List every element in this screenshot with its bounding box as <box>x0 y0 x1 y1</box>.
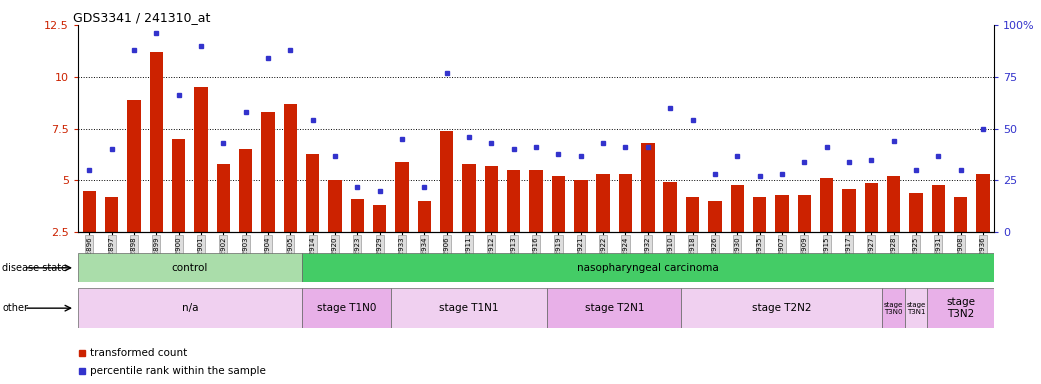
Bar <box>261 112 275 232</box>
Bar <box>239 149 252 232</box>
Bar <box>172 139 185 232</box>
Bar <box>78 288 302 328</box>
Bar <box>663 182 677 232</box>
Bar <box>283 104 297 232</box>
Bar <box>105 197 119 232</box>
Bar <box>574 180 587 232</box>
Bar <box>552 176 565 232</box>
Bar <box>373 205 386 232</box>
Bar <box>731 185 744 232</box>
Text: stage
T3N2: stage T3N2 <box>946 297 975 319</box>
Bar <box>328 180 341 232</box>
Text: nasopharyngeal carcinoma: nasopharyngeal carcinoma <box>577 263 718 273</box>
Bar <box>909 193 922 232</box>
Bar <box>842 189 856 232</box>
Text: disease state: disease state <box>2 263 68 273</box>
Bar <box>548 288 682 328</box>
Bar <box>217 164 230 232</box>
Bar <box>928 288 994 328</box>
Bar <box>905 288 928 328</box>
Text: stage
T3N0: stage T3N0 <box>884 302 904 314</box>
Bar <box>195 87 207 232</box>
Bar <box>507 170 520 232</box>
Bar <box>440 131 454 232</box>
Text: stage T1N0: stage T1N0 <box>316 303 376 313</box>
Bar <box>127 99 141 232</box>
Bar <box>306 154 320 232</box>
Text: control: control <box>172 263 208 273</box>
Bar <box>302 253 994 282</box>
Text: n/a: n/a <box>181 303 198 313</box>
Bar <box>351 199 364 232</box>
Bar <box>82 191 96 232</box>
Bar <box>530 170 542 232</box>
Bar <box>302 288 390 328</box>
Text: stage T1N1: stage T1N1 <box>439 303 499 313</box>
Bar <box>150 52 163 232</box>
Bar <box>865 182 878 232</box>
Text: stage
T3N1: stage T3N1 <box>907 302 925 314</box>
Bar <box>954 197 967 232</box>
Bar <box>887 176 900 232</box>
Bar <box>820 179 833 232</box>
Bar <box>485 166 499 232</box>
Bar <box>618 174 632 232</box>
Text: other: other <box>2 303 28 313</box>
Bar <box>396 162 409 232</box>
Text: percentile rank within the sample: percentile rank within the sample <box>90 366 265 376</box>
Bar <box>641 143 655 232</box>
Bar <box>78 253 302 282</box>
Text: GDS3341 / 241310_at: GDS3341 / 241310_at <box>74 11 211 24</box>
Bar <box>417 201 431 232</box>
Bar <box>686 197 700 232</box>
Text: stage T2N2: stage T2N2 <box>753 303 812 313</box>
Bar <box>797 195 811 232</box>
Text: transformed count: transformed count <box>90 348 187 358</box>
Bar <box>596 174 610 232</box>
Bar <box>682 288 883 328</box>
Bar <box>976 174 990 232</box>
Bar <box>753 197 766 232</box>
Bar <box>883 288 905 328</box>
Bar <box>932 185 945 232</box>
Bar <box>708 201 721 232</box>
Bar <box>390 288 548 328</box>
Text: stage T2N1: stage T2N1 <box>585 303 644 313</box>
Bar <box>462 164 476 232</box>
Bar <box>776 195 789 232</box>
